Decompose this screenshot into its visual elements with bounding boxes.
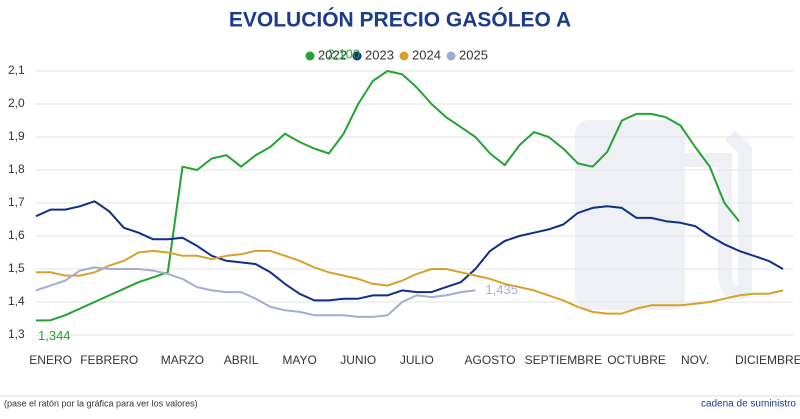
series-line <box>35 266 476 318</box>
legend-label: 2023 <box>365 47 394 62</box>
x-tick-label: DICIEMBRE <box>735 353 800 367</box>
legend-swatch <box>352 51 362 61</box>
x-tick-label: JUNIO <box>340 353 376 367</box>
y-tick-label: 1,5 <box>8 261 25 275</box>
y-tick-label: 2,1 <box>8 63 25 77</box>
x-tick-label: JULIO <box>400 353 434 367</box>
footer-note: (pase el ratón por la gráfica para ver l… <box>4 398 198 408</box>
x-tick-label: NOV. <box>681 353 709 367</box>
x-tick-label: SEPTIEMBRE <box>525 353 602 367</box>
data-label: 1,435 <box>485 282 518 297</box>
legend-swatch <box>446 51 456 61</box>
x-tick-label: FEBRERO <box>80 353 138 367</box>
y-tick-label: 1,3 <box>8 327 25 341</box>
y-tick-label: 1,4 <box>8 294 25 308</box>
legend-swatch <box>305 51 315 61</box>
y-tick-label: 1,7 <box>8 195 25 209</box>
y-tick-label: 1,9 <box>8 129 25 143</box>
series-line <box>36 249 784 315</box>
y-tick-label: 2,0 <box>8 96 25 110</box>
x-tick-label: MAYO <box>282 353 316 367</box>
y-tick-label: 1,8 <box>8 162 25 176</box>
pump-watermark <box>575 120 752 310</box>
data-label: 2,100 <box>328 46 361 61</box>
data-label: 1,344 <box>38 328 71 343</box>
logo: cadena de suministro <box>701 399 796 410</box>
x-tick-label: MARZO <box>161 353 204 367</box>
x-tick-label: OCTUBRE <box>607 353 666 367</box>
legend-label: 2024 <box>412 47 441 62</box>
series-line <box>35 70 740 322</box>
x-tick-label: ABRIL <box>224 353 259 367</box>
x-tick-label: ENERO <box>29 353 72 367</box>
legend-label: 2022 <box>318 47 347 62</box>
series-line <box>35 200 784 302</box>
x-tick-label: AGOSTO <box>464 353 515 367</box>
y-tick-label: 1,6 <box>8 228 25 242</box>
legend-label: 2025 <box>459 47 488 62</box>
legend-swatch <box>399 51 409 61</box>
chart-title: EVOLUCIÓN PRECIO GASÓLEO A <box>229 8 571 32</box>
